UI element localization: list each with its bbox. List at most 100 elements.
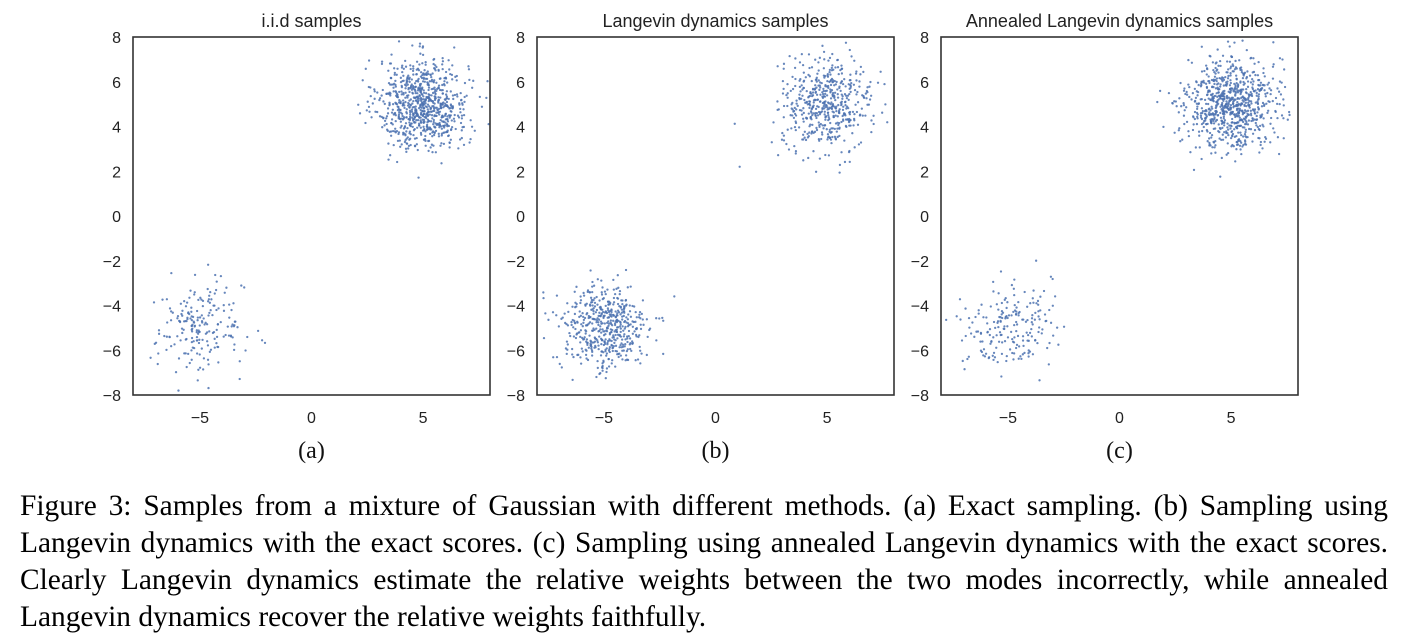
scatter-point [406, 96, 409, 99]
scatter-point [1212, 79, 1215, 82]
scatter-point [1187, 130, 1190, 133]
scatter-point [419, 98, 422, 101]
scatter-point [870, 130, 873, 134]
scatter-point [555, 294, 559, 297]
scatter-point [786, 104, 789, 108]
scatter-point [615, 330, 618, 334]
scatter-point [846, 94, 850, 97]
scatter-point [460, 136, 463, 140]
scatter-point [840, 80, 843, 83]
scatter-point [1260, 105, 1264, 108]
x-tick-label: 5 [419, 410, 428, 427]
scatter-point [879, 70, 882, 73]
scatter-point [170, 345, 173, 348]
scatter-point [202, 368, 205, 371]
scatter-point [1253, 62, 1256, 65]
scatter-point [404, 87, 407, 90]
scatter-point [616, 353, 619, 356]
scatter-point [579, 314, 583, 317]
scatter-point [1242, 83, 1245, 86]
scatter-point [601, 362, 604, 365]
scatter-point [1013, 278, 1016, 281]
scatter-point [558, 362, 561, 366]
scatter-point [593, 346, 596, 349]
scatter-point [439, 125, 443, 128]
scatter-point [1241, 95, 1244, 99]
scatter-point [405, 112, 408, 115]
scatter-point [858, 114, 862, 117]
scatter-point [1266, 91, 1269, 95]
scatter-point [790, 107, 793, 110]
scatter-point [244, 349, 247, 352]
scatter-point [411, 92, 414, 95]
scatter-point [619, 323, 622, 326]
scatter-point [408, 105, 411, 109]
scatter-point [818, 88, 821, 91]
scatter-point [1202, 79, 1205, 83]
scatter-point [1269, 122, 1272, 125]
scatter-point [841, 108, 845, 111]
scatter-point [1205, 115, 1208, 118]
scatter-point [454, 127, 457, 131]
scatter-point [394, 79, 397, 83]
scatter-point [1021, 353, 1024, 356]
scatter-point [1267, 100, 1270, 103]
scatter-point [1210, 152, 1213, 155]
scatter-point [444, 76, 447, 80]
scatter-point [802, 107, 805, 110]
scatter-point [448, 141, 451, 144]
scatter-point [406, 126, 409, 130]
x-tick-label: 5 [823, 410, 832, 427]
scatter-point [1041, 328, 1044, 331]
scatter-point [868, 85, 871, 88]
scatter-point [1251, 140, 1254, 143]
scatter-point [628, 310, 632, 313]
scatter-point [1052, 334, 1055, 337]
scatter-point [410, 110, 414, 113]
scatter-point [1276, 117, 1279, 120]
scatter-point [176, 314, 180, 318]
scatter-point [595, 295, 598, 299]
scatter-point [449, 114, 452, 117]
scatter-point [387, 158, 390, 161]
scatter-point [408, 118, 412, 122]
scatter-point [565, 340, 569, 343]
scatter-point [605, 354, 608, 357]
scatter-point [605, 352, 609, 355]
scatter-point [201, 338, 204, 342]
scatter-point [802, 111, 805, 115]
scatter-point [1179, 81, 1182, 85]
scatter-point [1225, 103, 1228, 106]
scatter-point [634, 359, 637, 362]
scatter-point [1011, 340, 1015, 343]
scatter-point [1015, 306, 1018, 309]
scatter-point [1181, 138, 1184, 141]
scatter-point [1221, 104, 1224, 108]
y-tick-label: 4 [516, 120, 525, 137]
scatter-point [1231, 132, 1235, 136]
scatter-point [1205, 64, 1208, 67]
scatter-point [1000, 310, 1004, 313]
scatter-point [418, 63, 421, 66]
scatter-point [1230, 130, 1233, 134]
scatter-point [573, 312, 577, 316]
scatter-point [1254, 101, 1257, 104]
scatter-point [1269, 116, 1273, 120]
scatter-point [449, 72, 452, 76]
scatter-point [193, 273, 197, 277]
scatter-point [1237, 138, 1240, 142]
scatter-point [616, 337, 619, 340]
scatter-point [472, 79, 475, 82]
scatter-point [836, 66, 840, 69]
scatter-point [840, 72, 844, 75]
scatter-point [872, 122, 875, 126]
scatter-point [433, 57, 436, 61]
scatter-point [599, 307, 602, 311]
scatter-point [829, 78, 833, 82]
scatter-point [812, 112, 815, 115]
scatter-point [1215, 61, 1218, 64]
scatter-point [838, 126, 841, 129]
scatter-point [836, 59, 839, 62]
scatter-point [1042, 289, 1046, 293]
scatter-point [437, 69, 440, 72]
